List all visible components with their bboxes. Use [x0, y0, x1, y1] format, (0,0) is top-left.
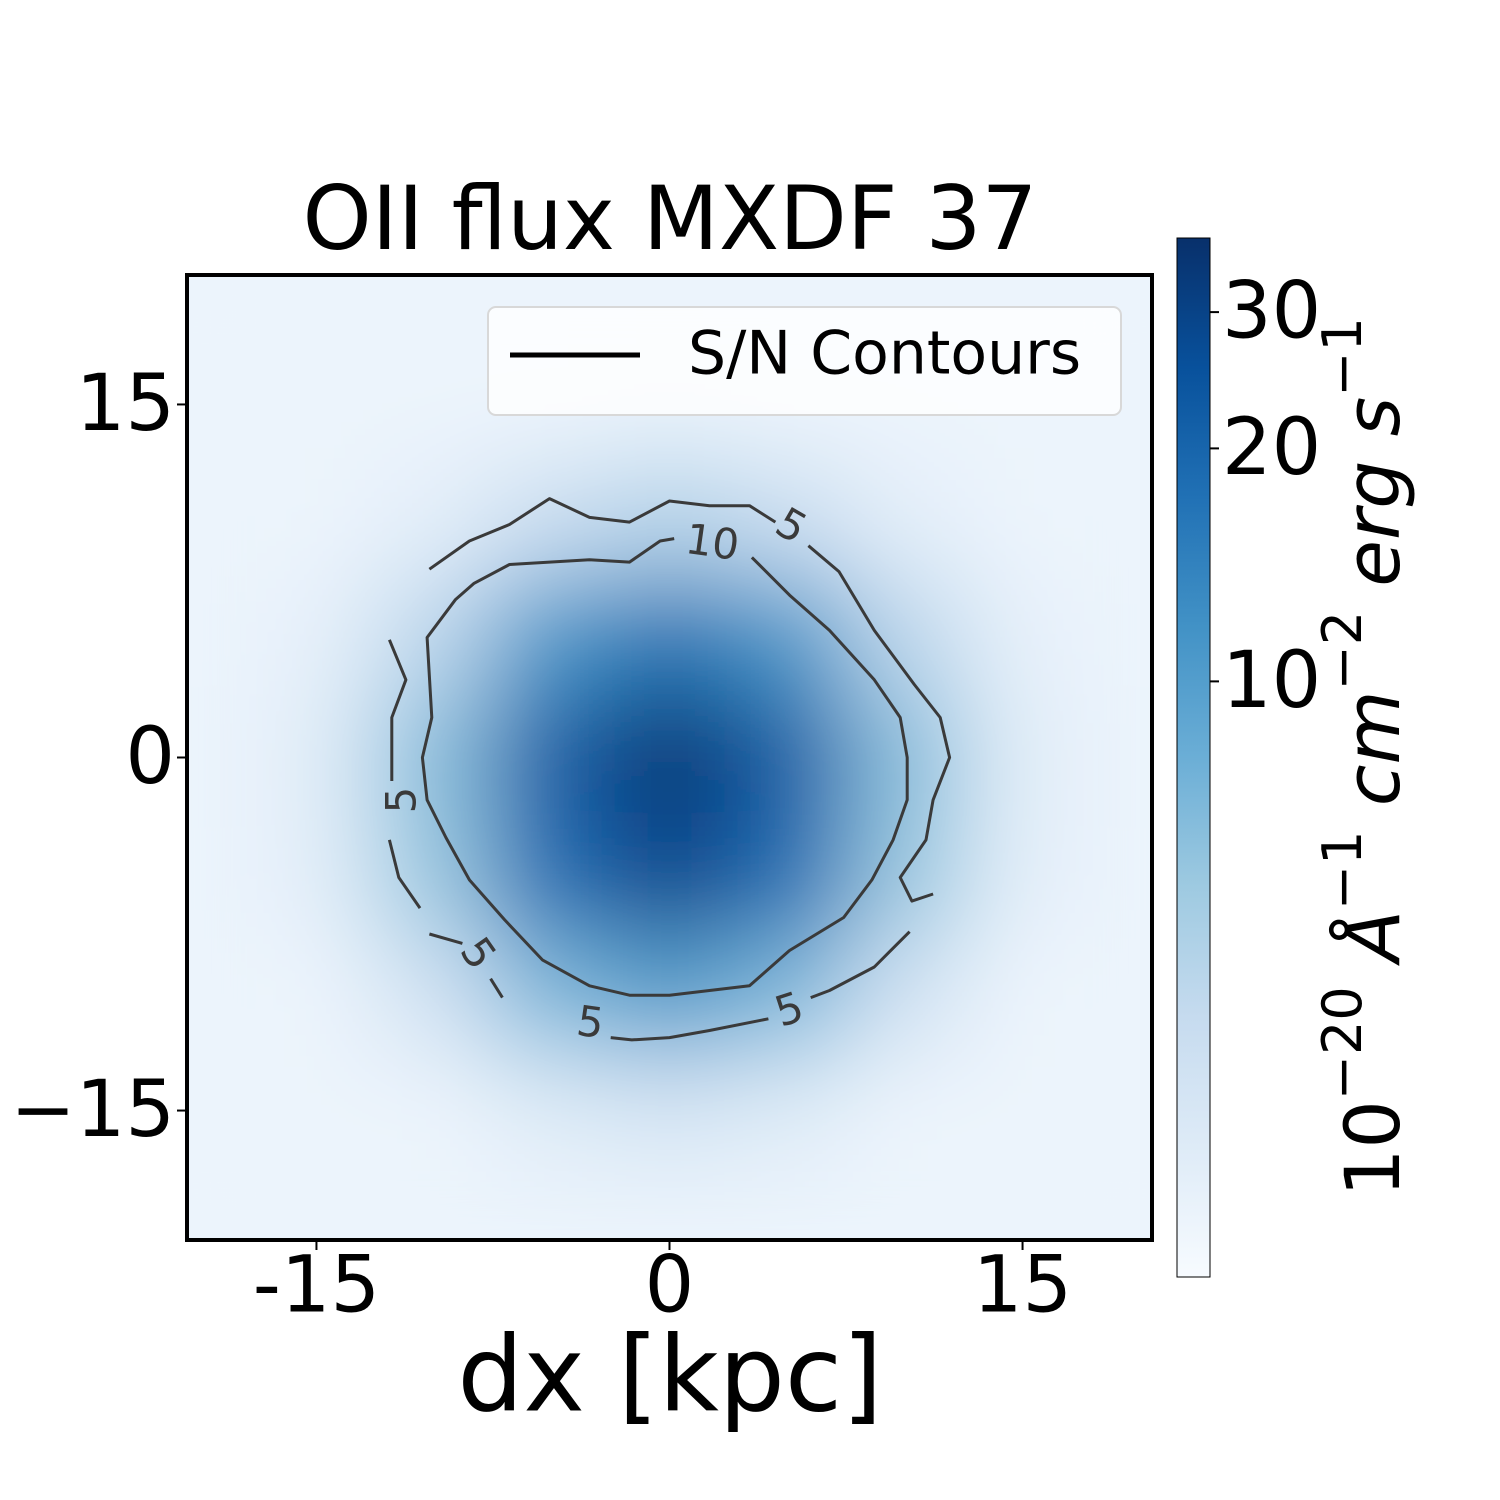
- x-axis-label: dx [kpc]: [457, 1313, 882, 1435]
- heatmap-cell: [610, 1169, 730, 1240]
- heatmap-cell: [187, 934, 259, 1053]
- heatmap-cell: [610, 698, 730, 818]
- heatmap-cell: [375, 580, 494, 700]
- heatmap-cell: [187, 275, 259, 347]
- heatmap-cell: [187, 816, 259, 936]
- heatmap-cell: [1081, 1051, 1152, 1171]
- heatmap-cell: [963, 463, 1083, 582]
- heatmap-cell: [375, 345, 494, 465]
- heatmap-cell: [492, 698, 612, 818]
- contour-line: [387, 497, 952, 1042]
- heatmap-cell: [257, 816, 377, 936]
- heatmap-cell: [492, 1169, 612, 1240]
- heatmap-cell: [257, 463, 377, 582]
- heatmap-cell: [963, 1051, 1083, 1171]
- colorbar-label: 10−20 Å−1 cm−2 erg s−1: [1311, 317, 1417, 1197]
- contour-line: [420, 537, 909, 997]
- heatmap-cell: [187, 580, 259, 700]
- heatmap-cell: [728, 1169, 848, 1240]
- y-tick-label: 0: [125, 712, 175, 802]
- x-tick-label: 0: [645, 1240, 695, 1330]
- heatmap-cell: [610, 1051, 730, 1171]
- heatmap-cell: [963, 580, 1083, 700]
- heatmap-cell: [257, 1051, 377, 1171]
- x-tick-label: 15: [973, 1240, 1072, 1330]
- heatmap-cell: [187, 1169, 259, 1240]
- colorbar-label-exponent: −1: [1311, 830, 1374, 910]
- colorbar-tick-label: 20: [1222, 403, 1321, 493]
- heatmap-cell: [187, 1051, 259, 1171]
- colorbar-tick-label: 30: [1222, 267, 1321, 357]
- heatmap-cell: [963, 698, 1083, 818]
- heatmap-cell: [846, 934, 965, 1053]
- colorbar-label-part: 10: [1328, 1100, 1417, 1197]
- heatmap-cell: [728, 698, 848, 818]
- heatmap-cell: [846, 698, 965, 818]
- heatmap-cell: [375, 816, 494, 936]
- heatmap-cell: [492, 816, 612, 936]
- heatmap-cell: [610, 580, 730, 700]
- colorbar-label-exponent: −1: [1311, 317, 1374, 397]
- heatmap-cell: [610, 934, 730, 1053]
- heatmap-cell: [375, 1051, 494, 1171]
- legend-label: S/N Contours: [688, 319, 1081, 389]
- heatmap-cell: [375, 698, 494, 818]
- heatmap-cell: [846, 1051, 965, 1171]
- heatmap-cell: [1081, 934, 1152, 1053]
- heatmap-cell: [1081, 463, 1152, 582]
- heatmap-cell: [1081, 698, 1152, 818]
- colorbar-label-part: cm: [1328, 690, 1417, 830]
- heatmap-cell: [1081, 580, 1152, 700]
- heatmap-cell: [1081, 816, 1152, 936]
- heatmap-cell: [257, 580, 377, 700]
- contour-label: 10: [683, 514, 743, 570]
- colorbar-tick-label: 10: [1222, 636, 1321, 726]
- heatmap-cell: [375, 463, 494, 582]
- chart-title: OII flux MXDF 37: [303, 167, 1038, 270]
- heatmap-cell: [492, 1051, 612, 1171]
- heatmap-cell: [963, 1169, 1083, 1240]
- heatmap-cell: [492, 580, 612, 700]
- heatmap-cell: [728, 580, 848, 700]
- heatmap-cell: [187, 345, 259, 465]
- colorbar-label-part: Å: [1328, 910, 1417, 986]
- heatmap-cell: [1081, 1169, 1152, 1240]
- heatmap-cell: [257, 934, 377, 1053]
- heatmap-cell: [963, 934, 1083, 1053]
- heatmap-cell: [846, 463, 965, 582]
- x-tick-label: -15: [253, 1240, 380, 1330]
- y-tick-label: −15: [10, 1065, 175, 1155]
- heatmap-cell: [257, 275, 377, 347]
- heatmap-cell: [963, 816, 1083, 936]
- heatmap-cell: [375, 1169, 494, 1240]
- heatmap-cell: [187, 463, 259, 582]
- heatmap-cell: [187, 698, 259, 818]
- colorbar-label-exponent: −20: [1311, 986, 1374, 1100]
- colorbar: [1176, 237, 1211, 1278]
- heatmap-cell: [846, 1169, 965, 1240]
- contour-label: 5: [377, 787, 426, 814]
- heatmap-cell: [257, 698, 377, 818]
- heatmap-cell: [728, 816, 848, 936]
- heatmap-cell: [257, 1169, 377, 1240]
- heatmap-cell: [728, 1051, 848, 1171]
- legend-box: [487, 306, 1122, 416]
- heatmap-cell: [846, 580, 965, 700]
- colorbar-label-exponent: −2: [1311, 611, 1374, 691]
- y-tick-label: 15: [76, 359, 175, 449]
- heatmap-cell: [610, 816, 730, 936]
- heatmap-cell: [375, 934, 494, 1053]
- colorbar-label-part: erg s: [1328, 397, 1417, 611]
- heatmap-cell: [492, 934, 612, 1053]
- heatmap-cell: [257, 345, 377, 465]
- legend: S/N Contours: [487, 306, 1122, 416]
- heatmap-cell: [846, 816, 965, 936]
- heatmap-cell: [375, 275, 494, 347]
